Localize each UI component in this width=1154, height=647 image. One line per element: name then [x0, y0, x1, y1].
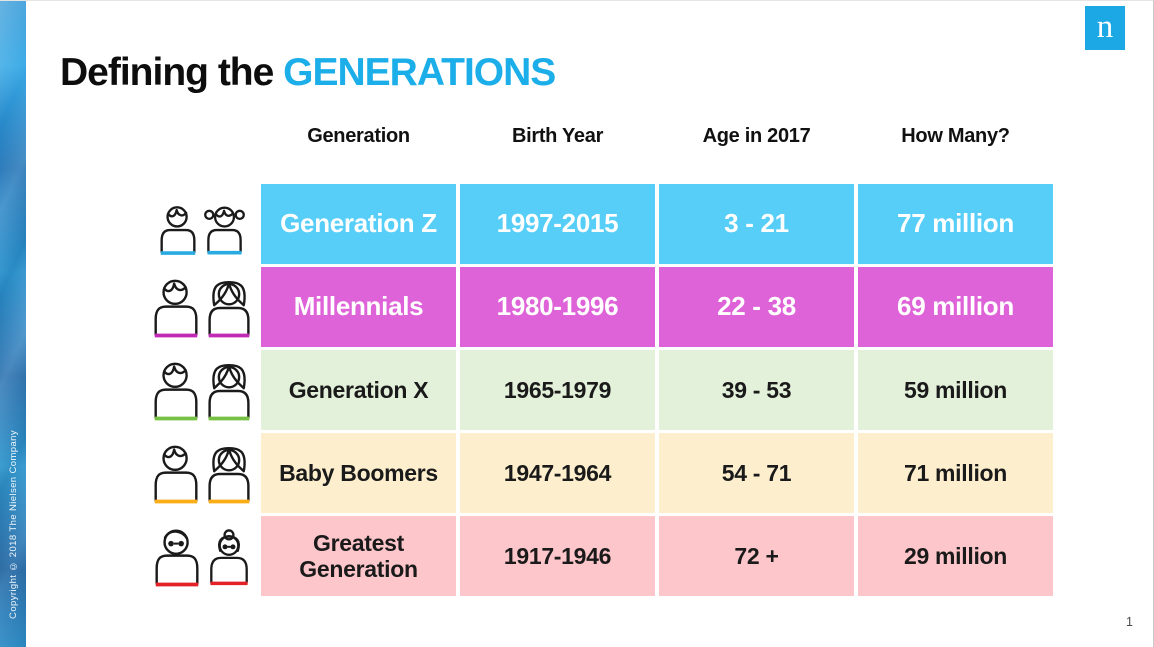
elderly-man-icon	[154, 529, 199, 587]
man-icon	[153, 445, 198, 504]
man-icon	[153, 279, 198, 338]
cell-generation: Baby Boomers	[261, 433, 456, 513]
title-prefix: Defining the	[60, 51, 284, 94]
column-header-generation: Generation	[307, 125, 410, 147]
cell-age: 3 - 21	[659, 184, 854, 264]
copyright-text: Copyright © 2018 The Nielsen Company	[7, 430, 19, 619]
table-header-row: Generation Birth Year Age in 2017 How Ma…	[261, 125, 1053, 148]
cell-generation: Greatest Generation	[261, 516, 456, 596]
woman-icon	[207, 280, 250, 338]
column-header-how-many: How Many?	[901, 125, 1010, 147]
cell-generation: Generation Z	[261, 184, 456, 264]
boy-icon	[160, 206, 196, 255]
woman-icon	[207, 446, 250, 504]
icon-pair-millennials	[149, 267, 255, 347]
table-row: Baby Boomers 1947-1964 54 - 71 71 millio…	[261, 433, 1053, 513]
icon-pair-generation-z	[149, 184, 255, 264]
icon-pair-generation-x	[149, 350, 255, 430]
decorative-blue-strip	[0, 1, 26, 647]
generations-table: Generation Z 1997-2015 3 - 21 77 million…	[261, 184, 1053, 596]
table-row: Millennials 1980-1996 22 - 38 69 million	[261, 267, 1053, 347]
cell-age: 72 +	[659, 516, 854, 596]
cell-how-many: 71 million	[858, 433, 1053, 513]
cell-age: 22 - 38	[659, 267, 854, 347]
cell-age: 39 - 53	[659, 350, 854, 430]
cell-how-many: 29 million	[858, 516, 1053, 596]
cell-birth-year: 1917-1946	[460, 516, 655, 596]
cell-generation: Millennials	[261, 267, 456, 347]
copyright-strip: Copyright © 2018 The Nielsen Company	[0, 430, 26, 619]
cell-birth-year: 1980-1996	[460, 267, 655, 347]
cell-how-many: 77 million	[858, 184, 1053, 264]
cell-age: 54 - 71	[659, 433, 854, 513]
girl-icon	[204, 206, 245, 255]
column-header-age: Age in 2017	[702, 125, 811, 147]
title-accent: GENERATIONS	[283, 51, 556, 94]
icon-pair-greatest-generation	[149, 516, 255, 596]
page-title: Defining the GENERATIONS	[60, 51, 556, 95]
generation-icons-column	[149, 184, 255, 596]
cell-how-many: 69 million	[858, 267, 1053, 347]
table-row: Greatest Generation 1917-1946 72 + 29 mi…	[261, 516, 1053, 596]
man-icon	[153, 362, 198, 421]
table-row: Generation X 1965-1979 39 - 53 59 millio…	[261, 350, 1053, 430]
elderly-woman-icon	[209, 529, 248, 586]
cell-how-many: 59 million	[858, 350, 1053, 430]
table-row: Generation Z 1997-2015 3 - 21 77 million	[261, 184, 1053, 264]
cell-generation: Generation X	[261, 350, 456, 430]
cell-birth-year: 1947-1964	[460, 433, 655, 513]
page-number: 1	[1126, 615, 1133, 629]
nielsen-logo: n	[1085, 6, 1125, 50]
cell-birth-year: 1997-2015	[460, 184, 655, 264]
column-header-birth-year: Birth Year	[511, 125, 604, 147]
nielsen-logo-letter: n	[1096, 8, 1114, 45]
icon-pair-baby-boomers	[149, 433, 255, 513]
woman-icon	[207, 363, 250, 421]
cell-birth-year: 1965-1979	[460, 350, 655, 430]
